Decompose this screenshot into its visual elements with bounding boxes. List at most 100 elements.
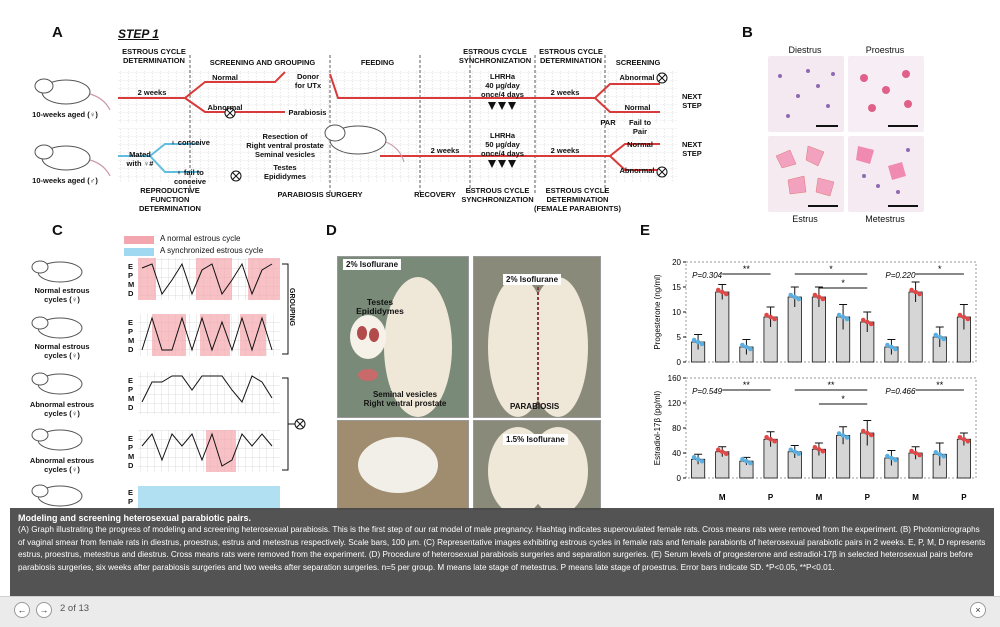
lbl-abnormal-top: Abnormal [207,103,243,112]
data-point [868,432,874,438]
data-point [941,336,947,342]
p-value: P=0.549 [692,387,723,396]
data-point [957,434,963,440]
y-tick-label: 80 [672,424,681,433]
hdr-estrous-female: ESTROUS CYCLE DETERMINATION (FEMALE PARA… [534,186,621,213]
data-point [796,296,802,302]
data-point [740,456,745,462]
lbl-abnormal-top2: Abnormal [619,73,655,82]
panel-a-diagram [34,55,678,195]
x-group-label: M [912,493,919,502]
lbl-next-step-bottom: NEXT STEP [681,140,702,158]
data-point [768,436,773,442]
c-grouping: GROUPING [288,288,295,327]
sig-mark: * [938,264,942,274]
c-stage-letter: P [128,327,134,336]
micro-estrus [768,136,844,212]
x-group-label: P [961,493,967,502]
c-stage-letter: M [128,452,135,461]
prev-arrow-icon[interactable]: ← [14,602,30,618]
sig-mark: * [829,264,833,274]
legend-normal: A normal estrous cycle [160,234,241,243]
data-point [723,291,729,297]
data-point [788,292,794,298]
data-point [933,332,939,338]
data-point [788,447,794,453]
c-group-1: Normal estrous cycles (♀) [34,286,90,304]
data-point [836,312,842,318]
data-point [961,314,967,320]
c-stage-letter: M [128,280,135,289]
micro-diestrus [768,56,844,132]
data-point [965,316,971,322]
data-point [965,438,971,444]
data-point [816,446,822,452]
data-point [695,456,701,462]
data-point [909,448,914,454]
data-point [748,460,753,466]
data-point [723,451,729,457]
data-point [792,449,798,455]
sig-mark: ** [936,380,944,390]
next-arrow-icon[interactable]: → [36,602,52,618]
lbl-lhrha-top: LHRHa 40 μg/day once/4 days [481,72,524,99]
data-point [744,344,749,350]
data-point [699,458,705,464]
hdr-feeding: FEEDING [360,58,395,67]
hdr-parabiosis-surgery: PARABIOSIS SURGERY [277,190,363,199]
legend-swatch-normal [124,236,154,244]
c-stage-letter: M [128,394,135,403]
y-tick-label: 15 [672,283,681,292]
lbl-resection: Resection of Right ventral prostate Semi… [246,132,324,159]
data-point [816,294,822,300]
data-point [740,342,745,348]
label-metestrus: Metestrus [865,214,905,224]
data-point [836,431,842,436]
label-diestrus: Diestrus [788,45,822,55]
lbl-abnormal-bottom: Abnormal [619,166,655,175]
c-stage-letter: M [128,336,135,345]
c-stage-letter: P [128,271,134,280]
x-group-label: P [768,493,774,502]
y-tick-label: 5 [677,333,682,342]
photo-d3 [337,420,469,510]
figure-image: A STEP 1 [0,0,1000,596]
c-stage-letter: D [128,461,134,470]
panel-c-traces [31,258,306,510]
data-point [860,428,866,434]
c-stage-letter: D [128,289,134,298]
c-stage-letter: D [128,403,134,412]
bar [715,291,730,363]
plot-frame [685,261,977,363]
lbl-testes: Testes Epididymes [263,163,307,181]
data-point [913,450,918,456]
x-group-label: M [816,493,823,502]
data-point [893,346,898,352]
panel-e-letter: E [640,222,651,239]
lbl-fail-pair: Fail to Pair [628,118,652,136]
data-point [917,452,922,458]
hdr-estrous-det2: ESTROUS CYCLE DETERMINATION [539,47,603,65]
c-stage-letter: P [128,497,134,506]
data-point [715,447,721,453]
data-point [844,316,850,322]
p-value: P=0.466 [885,387,916,396]
plot-frame [685,377,977,479]
lbl-conceive: ♀ conceive [170,138,210,147]
rat-female-caption: 10-weeks aged (♀) [32,110,98,119]
rat-male-caption: 10-weeks aged (♂) [32,176,98,185]
x-group-label: P [865,493,871,502]
panel-d-letter: D [326,222,337,239]
lbl-parabiosis: Parabiosis [288,108,327,117]
close-icon[interactable]: × [970,602,986,618]
c-stage-letter: E [128,376,134,385]
data-point [744,458,749,464]
caption-title: Modeling and screening heterosexual para… [18,513,252,523]
data-point [913,289,918,295]
data-point [699,341,705,347]
lbl-next-step-top: NEXT STEP [681,92,702,110]
data-point [748,346,753,352]
data-point [860,317,866,323]
data-point [937,334,943,340]
d-iso15: 1.5% Isoflurane [503,434,568,445]
